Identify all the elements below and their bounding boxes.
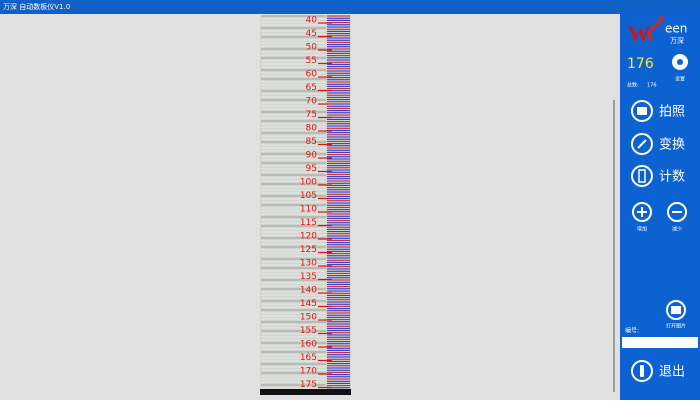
icon [667,202,687,222]
icon [640,365,644,377]
ruler-label: 90 [306,151,318,161]
ruler-label: 70 [306,97,318,107]
ruler-label: 85 [306,137,317,147]
ruler-label: 50 [306,43,318,53]
icon [671,306,681,314]
button-label: 变换 [659,137,685,153]
ruler-label: 80 [306,124,318,134]
ruler-label: 55 [306,56,317,66]
logo-mark: W [628,21,650,46]
id-input[interactable] [622,337,698,348]
title-bar [0,0,700,14]
ruler-label: 100 [300,178,317,188]
total-label: 总数: [627,82,639,89]
ruler-label: 110 [300,205,317,215]
ruler-label: 175 [300,380,317,390]
ruler-label: 135 [300,272,317,282]
button-label: 减少 [672,226,682,233]
side-panel [620,14,700,400]
image-bottom [260,389,351,395]
ruler-label: 75 [306,110,317,120]
ruler-label: 115 [300,218,317,228]
ruler-label: 105 [300,191,317,201]
ruler-label: 140 [300,286,317,296]
ruler-label: 125 [300,245,317,255]
open-image-button[interactable]: 打开图片 [666,300,686,330]
settings-icon-hole [677,59,683,65]
count: 176 [627,56,654,72]
ruler-label: 165 [300,353,317,363]
icon [631,133,653,155]
icon [666,300,686,320]
total: 176 [647,83,657,89]
ruler-label: 130 [300,259,317,269]
ruler-label: 60 [306,70,318,80]
settings-label: 设置 [675,76,685,83]
image-strip: 40 45 50 55 60 65 70 75 80 85 90 95 100 105 110 115 120 1… [260,15,351,395]
logo-cn: 万深 [670,36,684,45]
button-label: 打开图片 [666,323,686,330]
ruler-label: 150 [300,313,317,323]
logo-swoosh [647,14,663,42]
exit-button[interactable]: 退出 [631,360,685,382]
ruler-label: 40 [306,16,318,26]
ruler-label: 45 [306,29,317,39]
logo-word: een [665,22,687,36]
button-label: 退出 [659,365,685,380]
ruler-label: 155 [300,326,317,336]
button-label: 计数 [659,170,685,185]
window-title: 万深 自动数板仪V1.0 [3,2,70,11]
icon [631,100,653,122]
ruler-label: 160 [300,340,317,350]
icon [631,360,653,382]
ruler-label: 145 [300,299,317,309]
ruler-label: 65 [306,83,317,93]
id-label: 编号: [625,327,639,335]
icon [637,207,647,217]
icon [632,202,652,222]
icon [638,169,646,183]
button-label: 增加 [637,226,647,233]
icon [637,139,647,149]
minus-button[interactable]: 减少 [667,202,687,233]
photo-button[interactable]: 拍照 [631,100,685,122]
transform-button[interactable]: 变换 [631,133,685,155]
ruler-label: 120 [300,232,317,242]
ruler-label: 95 [306,164,317,174]
ruler-label: 170 [300,367,317,377]
count-button[interactable]: 计数 [631,165,685,187]
button-label: 拍照 [659,105,685,120]
add-button[interactable]: 增加 [632,202,652,233]
icon [631,165,653,187]
icon [637,107,647,115]
settings-button[interactable]: 设置 [672,54,688,83]
